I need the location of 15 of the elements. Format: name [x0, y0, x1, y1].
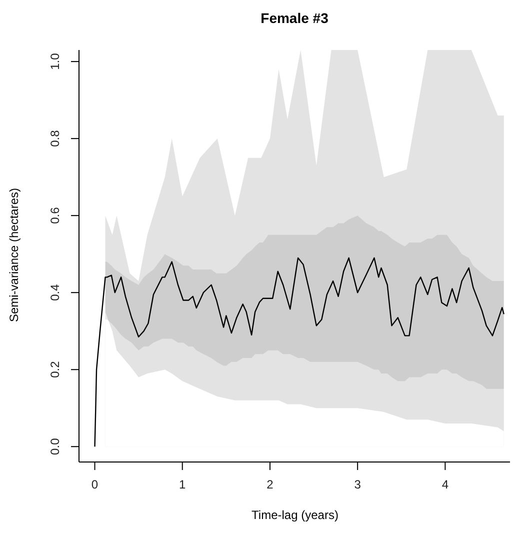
y-tick-label: 0.0: [48, 438, 62, 455]
x-axis-title: Time-lag (years): [250, 508, 340, 522]
y-axis-title: Semi-variance (hectares): [7, 186, 21, 324]
x-tick-label: 2: [266, 478, 274, 492]
x-tick-label: 1: [179, 478, 186, 492]
chart-title: Female #3: [260, 10, 330, 26]
line-series: [94, 257, 504, 448]
x-tick-label: 0: [91, 478, 98, 492]
y-tick-label: 0.2: [48, 360, 62, 378]
y-tick-label: 0.6: [48, 206, 62, 224]
y-tick-label: 0.8: [48, 130, 62, 147]
y-tick-label: 0.4: [48, 284, 62, 301]
y-tick-label: 1.0: [48, 52, 62, 70]
x-tick-label: 4: [442, 478, 449, 492]
x-tick-label: 3: [354, 478, 362, 492]
